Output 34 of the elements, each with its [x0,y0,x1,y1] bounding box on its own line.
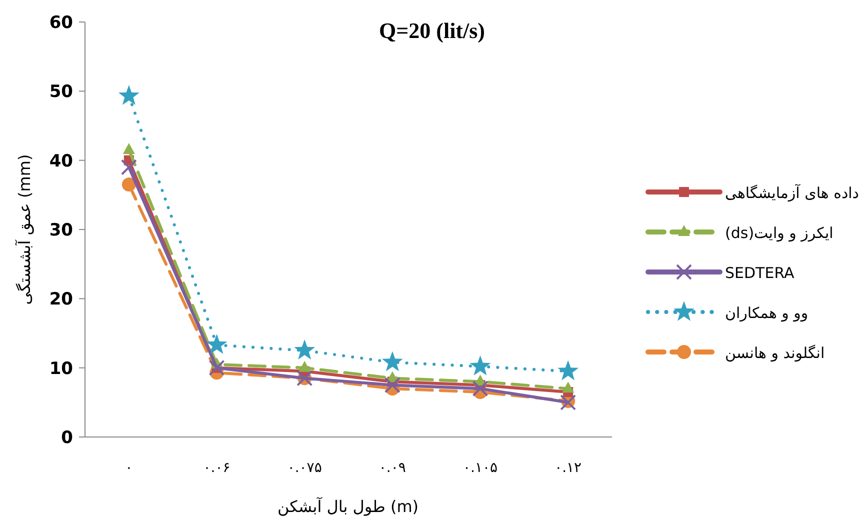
legend-label: وو و همکاران [725,304,808,322]
point [122,142,135,154]
point [298,360,311,372]
point [382,351,403,372]
point [122,178,136,192]
legend-label: داده های آزمایشگاهی [725,183,859,202]
point [206,334,228,354]
y-tick-label: 0 [61,428,74,448]
x-tick-label: ۰.۰۹ [378,460,406,476]
y-tick-label: 30 [49,220,74,240]
point [120,159,137,176]
point [558,360,579,380]
legend-label: SEDTERA [725,264,796,282]
y-tick-label: 20 [49,290,74,310]
legend-label: انگلوند و هانسن [725,344,825,362]
point [562,382,574,393]
y-tick-label: 10 [49,358,74,379]
point [384,377,400,394]
x-tick-label: ۰.۰۶ [203,460,230,476]
x-tick-label: ۰.۰۷۵ [287,460,322,476]
x-tick-label: ۰.۱۲ [554,460,582,476]
point [118,85,140,105]
chart-title: Q=20 (lit/s) [378,18,486,43]
x-tick-label: ۰ [125,460,133,476]
y-tick-label: 40 [49,151,74,172]
x-tick-label: ۰.۱۰۵ [462,460,498,476]
y-tick-label: 60 [49,13,74,33]
y-axis-title: عمق آبشستگی (mm) [14,154,34,305]
point [294,340,316,360]
point [470,355,491,376]
x-axis-title: طول بال آبشکن (m) [277,496,419,516]
y-tick-label: 50 [49,82,74,102]
legend-label: ایکرز و وایت(ds) [725,224,834,242]
point [208,360,225,376]
